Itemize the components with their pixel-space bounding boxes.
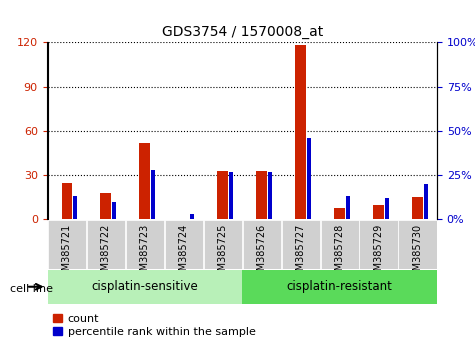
- FancyBboxPatch shape: [204, 221, 242, 269]
- Bar: [334, 208, 345, 219]
- Text: GSM385729: GSM385729: [373, 223, 384, 283]
- Bar: [256, 171, 267, 219]
- FancyBboxPatch shape: [243, 221, 281, 269]
- Text: GSM385726: GSM385726: [256, 223, 267, 283]
- Bar: [424, 184, 428, 219]
- Bar: [62, 183, 72, 219]
- FancyBboxPatch shape: [321, 221, 359, 269]
- Bar: [112, 202, 116, 219]
- Bar: [151, 170, 155, 219]
- Bar: [140, 143, 150, 219]
- FancyBboxPatch shape: [282, 221, 320, 269]
- Bar: [307, 138, 311, 219]
- Text: cell line: cell line: [10, 284, 53, 293]
- Text: GSM385725: GSM385725: [218, 223, 228, 283]
- Text: GSM385722: GSM385722: [101, 223, 111, 283]
- Bar: [346, 196, 350, 219]
- Bar: [218, 171, 228, 219]
- Bar: [295, 45, 306, 219]
- Bar: [190, 214, 194, 219]
- Text: GSM385723: GSM385723: [140, 223, 150, 283]
- Text: GSM385730: GSM385730: [412, 223, 423, 282]
- FancyBboxPatch shape: [48, 270, 242, 304]
- FancyBboxPatch shape: [126, 221, 164, 269]
- FancyBboxPatch shape: [242, 270, 437, 304]
- Text: GSM385727: GSM385727: [295, 223, 306, 283]
- FancyBboxPatch shape: [399, 221, 437, 269]
- Text: cisplatin-resistant: cisplatin-resistant: [287, 280, 392, 293]
- FancyBboxPatch shape: [165, 221, 203, 269]
- FancyBboxPatch shape: [360, 221, 398, 269]
- Text: GSM385724: GSM385724: [179, 223, 189, 283]
- Bar: [373, 205, 384, 219]
- Bar: [412, 198, 423, 219]
- Title: GDS3754 / 1570008_at: GDS3754 / 1570008_at: [162, 25, 323, 39]
- Bar: [101, 193, 111, 219]
- Bar: [73, 196, 77, 219]
- Legend: count, percentile rank within the sample: count, percentile rank within the sample: [53, 314, 256, 337]
- FancyBboxPatch shape: [87, 221, 125, 269]
- FancyBboxPatch shape: [48, 221, 86, 269]
- Text: cisplatin-sensitive: cisplatin-sensitive: [92, 280, 198, 293]
- Bar: [385, 198, 389, 219]
- Text: GSM385728: GSM385728: [334, 223, 345, 283]
- Bar: [268, 172, 272, 219]
- Bar: [229, 172, 233, 219]
- Text: GSM385721: GSM385721: [62, 223, 72, 283]
